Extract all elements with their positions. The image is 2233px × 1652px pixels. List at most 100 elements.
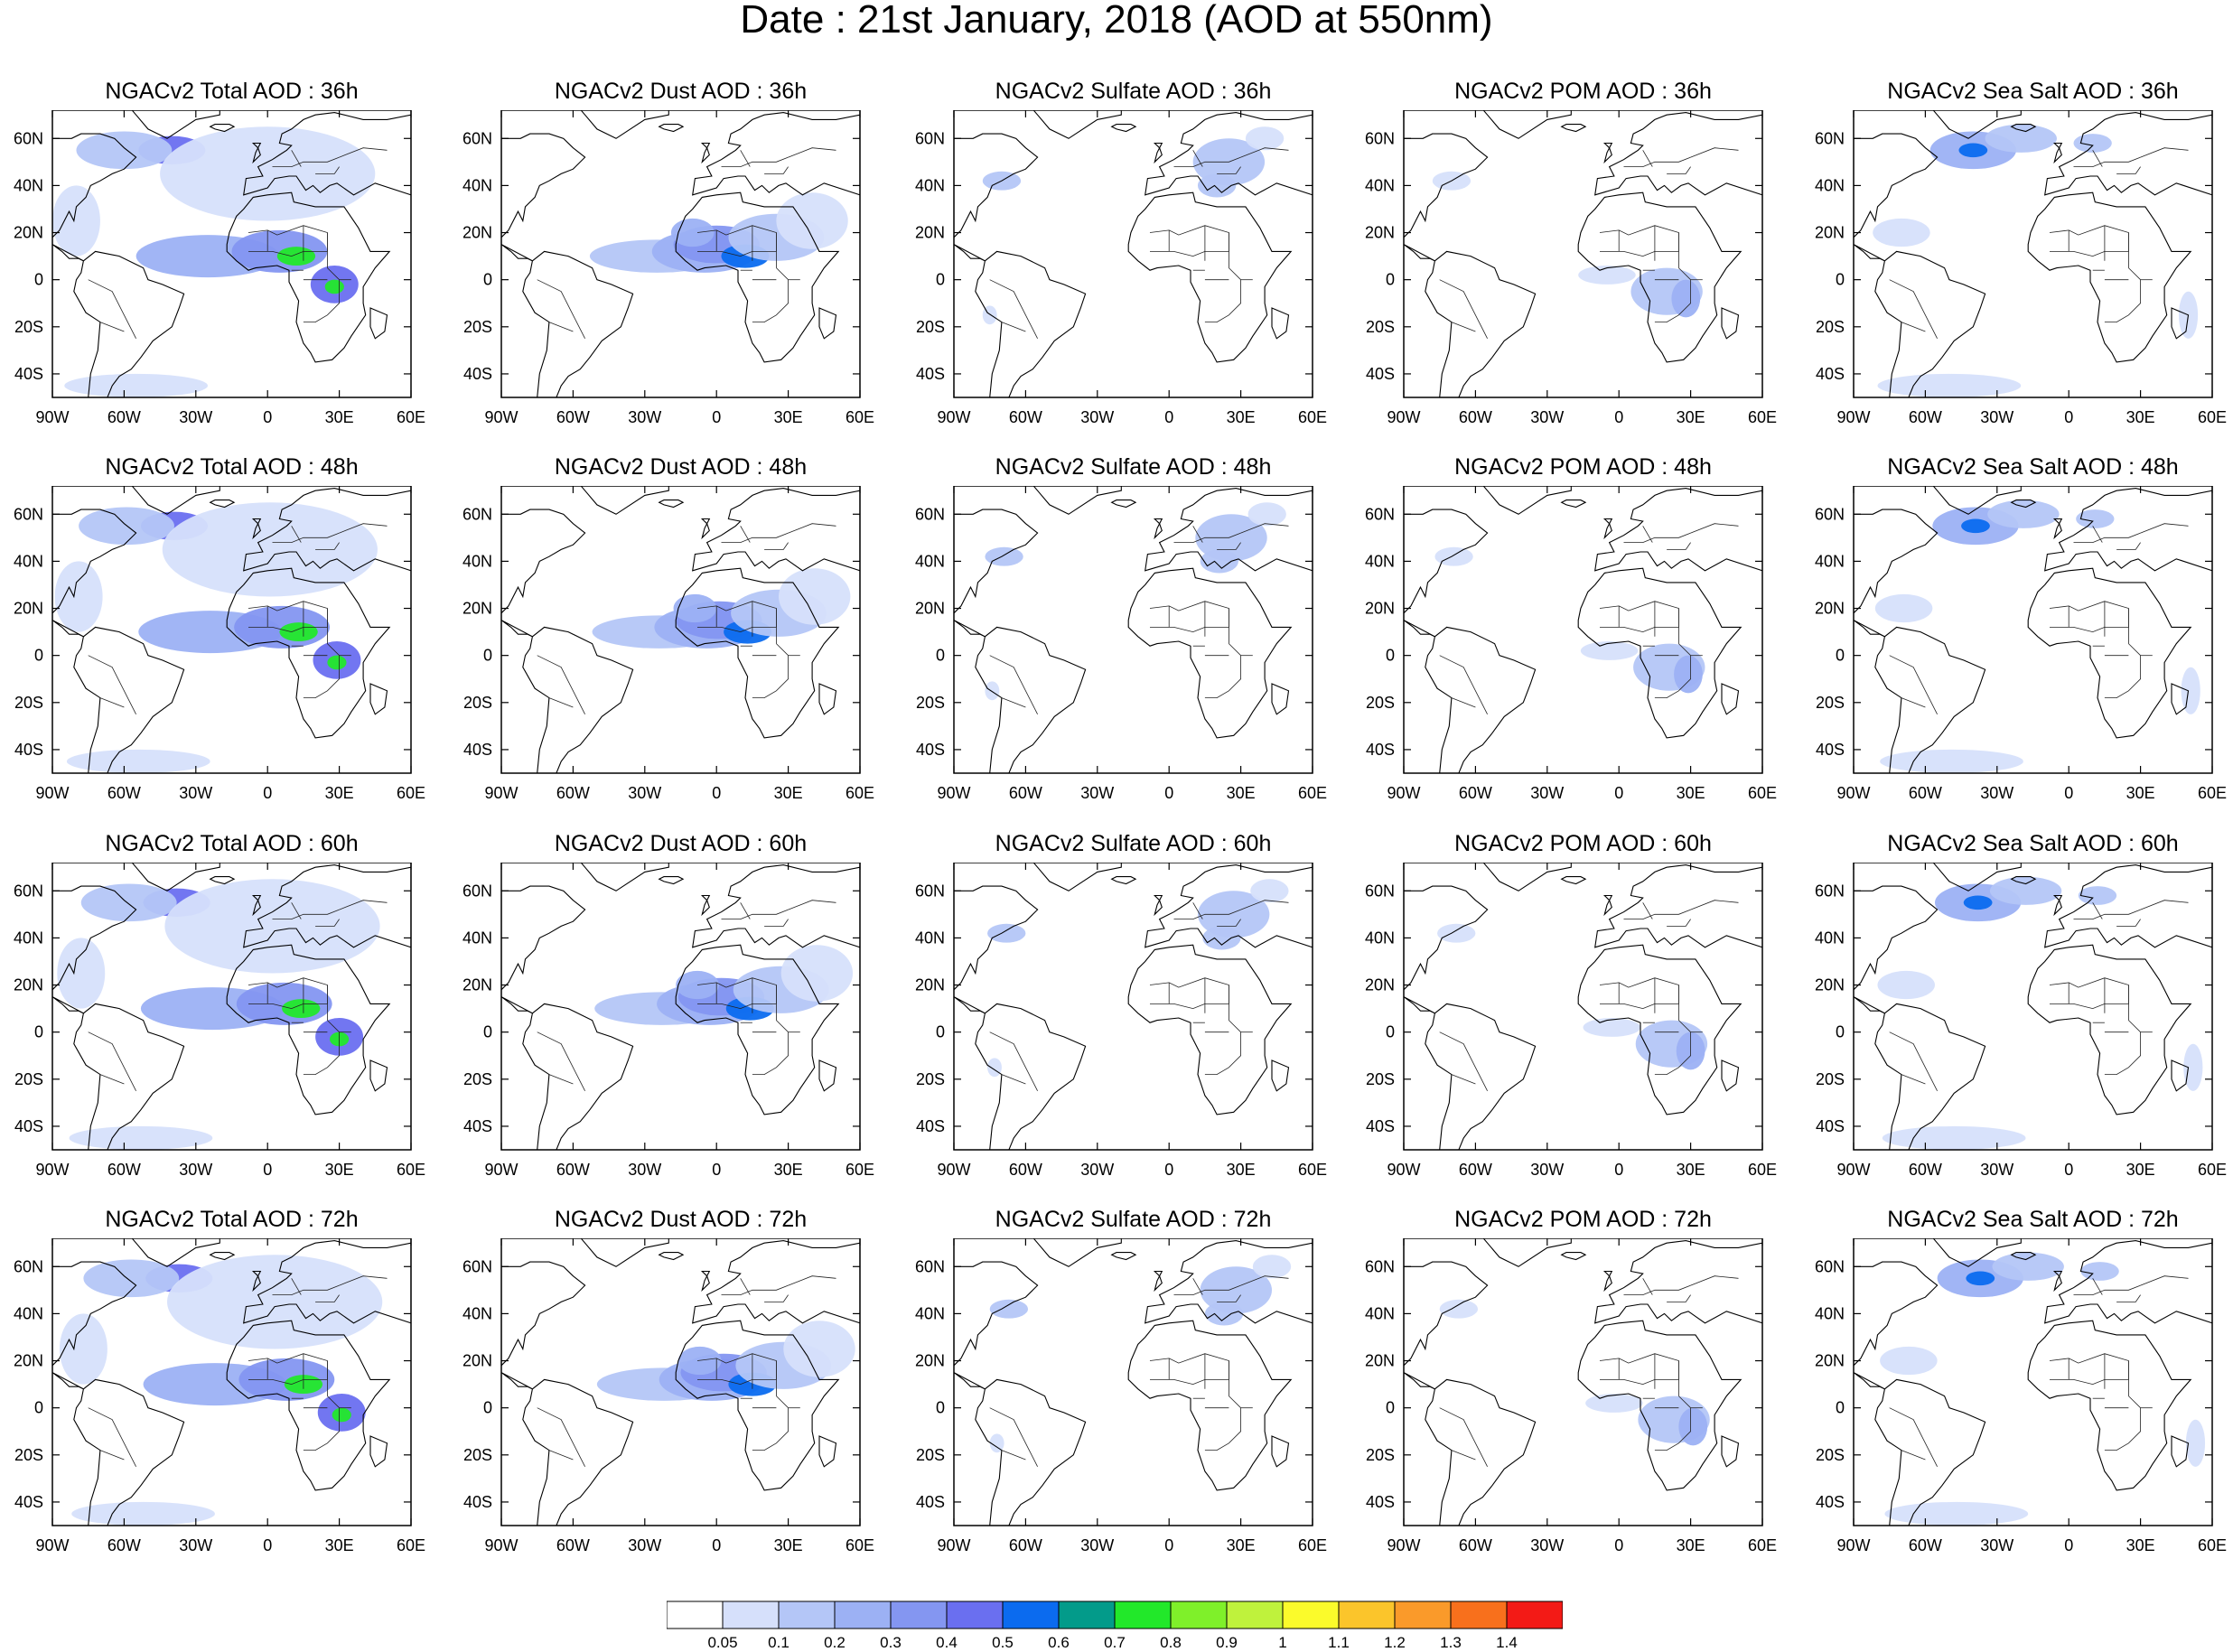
country-border xyxy=(2104,643,2142,699)
country-border xyxy=(2073,909,2141,919)
aod-plume xyxy=(1985,124,2057,153)
lat-tick-label: 40S xyxy=(14,1117,43,1135)
coastline xyxy=(1110,499,1137,509)
country-border xyxy=(272,1284,340,1295)
coastline xyxy=(700,1270,711,1293)
coastline xyxy=(209,876,236,885)
coastline xyxy=(692,488,860,572)
country-border xyxy=(1690,147,1739,158)
lon-tick-label: 30W xyxy=(1080,1161,1114,1179)
coastline xyxy=(52,509,137,614)
panel-title: NGACv2 POM AOD : 48h xyxy=(1454,454,1712,480)
lat-tick-label: 40S xyxy=(463,1493,492,1511)
country-border xyxy=(272,156,340,167)
lat-tick-label: 0 xyxy=(483,1023,492,1041)
lon-tick-label: 60E xyxy=(1748,1161,1777,1179)
lat-tick-label: 60N xyxy=(1365,882,1395,900)
country-border xyxy=(1451,1074,1476,1085)
country-border xyxy=(764,1294,789,1302)
country-border xyxy=(1654,643,1692,699)
aod-plume xyxy=(324,279,344,294)
lon-tick-label: 30W xyxy=(1080,784,1114,802)
coastline xyxy=(1127,1320,1293,1491)
coastline xyxy=(1577,567,1742,739)
coastline xyxy=(2010,1252,2037,1261)
panel-title: NGACv2 Dust AOD : 72h xyxy=(554,1207,808,1232)
lon-tick-label: 60E xyxy=(2198,784,2227,802)
lon-tick-label: 90W xyxy=(484,408,518,426)
map-frame xyxy=(1853,863,2213,1151)
coastline xyxy=(1602,894,1613,917)
coastline xyxy=(2027,567,2192,739)
lat-tick-label: 0 xyxy=(936,1023,945,1041)
lat-tick-label: 0 xyxy=(1386,1399,1395,1417)
lat-tick-label: 40N xyxy=(1365,929,1395,947)
map-plot: 90W 60W 30W 0 30E 60E 60N 40N 20N 0 20S 40S xyxy=(1365,863,1777,1179)
country-border xyxy=(752,1020,789,1076)
aod-plume xyxy=(985,546,1023,566)
lon-tick-label: 90W xyxy=(484,1161,518,1179)
coastline xyxy=(1594,864,1762,948)
colorbar-label: 1 xyxy=(1278,1634,1286,1651)
coastline xyxy=(675,944,840,1115)
map-panel-dust-36h: NGACv2 Dust AOD : 36h 90W 60W 30W 0 30E 60E 60N… xyxy=(449,78,896,466)
lat-tick-label: 0 xyxy=(483,271,492,289)
coastline xyxy=(580,486,669,515)
coastline xyxy=(2171,683,2190,715)
country-border xyxy=(989,1407,1038,1467)
map-panel-dust-72h: NGACv2 Dust AOD : 72h 90W 60W 30W 0 30E 60E 60N… xyxy=(449,1206,896,1594)
map-panel-total-72h: NGACv2 Total AOD : 72h 90W 60W 30W 0 30E 60E 60… xyxy=(0,1206,447,1594)
coastline xyxy=(658,876,685,885)
lon-tick-label: 60W xyxy=(1009,1161,1042,1179)
country-border xyxy=(291,526,302,543)
lat-tick-label: 0 xyxy=(936,271,945,289)
colorbar-label: 0.8 xyxy=(1160,1634,1182,1651)
coastline xyxy=(1271,1435,1290,1468)
aod-plume xyxy=(54,561,103,632)
lon-tick-label: 60E xyxy=(1748,784,1777,802)
map-frame xyxy=(500,486,861,774)
country-border xyxy=(1901,322,1926,332)
map-frame xyxy=(1403,486,1763,774)
lon-tick-label: 60W xyxy=(1009,1536,1042,1554)
country-border xyxy=(2104,1020,2142,1076)
country-border xyxy=(1173,909,1241,919)
lat-tick-label: 20N xyxy=(462,1352,492,1370)
colorbar-label: 0.9 xyxy=(1216,1634,1238,1651)
lon-tick-label: 30E xyxy=(1227,1161,1256,1179)
lon-tick-label: 0 xyxy=(2064,1536,2073,1554)
country-border xyxy=(1623,156,1691,167)
coastline xyxy=(818,1435,837,1468)
lon-tick-label: 90W xyxy=(1836,1161,1870,1179)
lon-tick-label: 30E xyxy=(2126,408,2155,426)
lon-tick-label: 60W xyxy=(556,1161,590,1179)
coastline xyxy=(1110,876,1137,885)
coastline xyxy=(1153,518,1163,540)
lat-tick-label: 40S xyxy=(463,365,492,383)
country-border xyxy=(764,166,789,174)
map-frame xyxy=(1403,1238,1763,1526)
coastline xyxy=(1932,486,2022,515)
country-border xyxy=(1217,919,1241,927)
coastline xyxy=(226,567,391,739)
coastline xyxy=(954,244,1087,397)
country-border xyxy=(1654,1395,1692,1451)
map-panel-pom-36h: NGACv2 POM AOD : 36h 90W 60W 30W 0 30E 60E 60N 4… xyxy=(1351,78,1799,466)
country-border xyxy=(339,147,388,158)
lon-tick-label: 90W xyxy=(1387,408,1420,426)
lat-tick-label: 60N xyxy=(1365,1257,1395,1275)
lat-tick-label: 40S xyxy=(14,741,43,759)
aod-plume xyxy=(1884,1501,2029,1526)
country-border xyxy=(788,1275,836,1286)
aod-plume xyxy=(327,655,347,670)
country-border xyxy=(2140,523,2189,534)
coastline xyxy=(1145,112,1313,196)
coastline xyxy=(1482,1238,1572,1267)
country-border xyxy=(1192,1278,1203,1295)
panel-title: NGACv2 Total AOD : 48h xyxy=(105,454,359,480)
map-frame xyxy=(1403,110,1763,398)
panel-title: NGACv2 POM AOD : 72h xyxy=(1454,1207,1712,1232)
coastline xyxy=(1594,1240,1762,1324)
coastline xyxy=(2044,112,2212,196)
coastline xyxy=(1404,509,1489,614)
